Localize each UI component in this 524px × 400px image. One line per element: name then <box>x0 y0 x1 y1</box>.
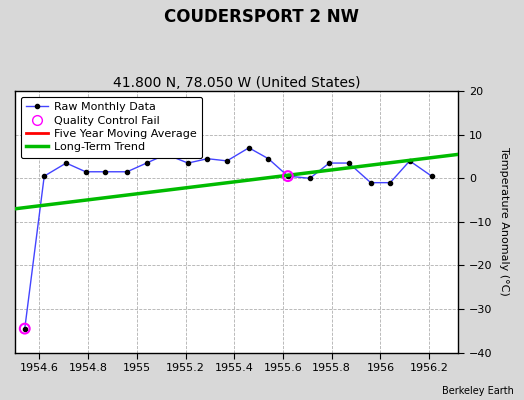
Raw Monthly Data <box>285 174 291 178</box>
Raw Monthly Data <box>102 169 108 174</box>
Raw Monthly Data <box>63 161 69 166</box>
Raw Monthly Data <box>326 161 332 166</box>
Legend: Raw Monthly Data, Quality Control Fail, Five Year Moving Average, Long-Term Tren: Raw Monthly Data, Quality Control Fail, … <box>20 97 202 158</box>
Raw Monthly Data <box>82 169 89 174</box>
Point <box>283 173 292 179</box>
Raw Monthly Data <box>224 158 230 163</box>
Raw Monthly Data <box>163 152 169 157</box>
Point <box>20 326 29 332</box>
Raw Monthly Data <box>185 161 191 166</box>
Raw Monthly Data <box>429 174 435 178</box>
Raw Monthly Data <box>124 169 130 174</box>
Raw Monthly Data <box>346 161 352 166</box>
Raw Monthly Data <box>204 156 211 161</box>
Text: Berkeley Earth: Berkeley Earth <box>442 386 514 396</box>
Raw Monthly Data <box>307 176 313 181</box>
Text: COUDERSPORT 2 NW: COUDERSPORT 2 NW <box>165 8 359 26</box>
Raw Monthly Data <box>387 180 394 185</box>
Line: Raw Monthly Data: Raw Monthly Data <box>25 148 432 329</box>
Y-axis label: Temperature Anomaly (°C): Temperature Anomaly (°C) <box>499 148 509 296</box>
Raw Monthly Data <box>21 326 28 331</box>
Raw Monthly Data <box>265 156 271 161</box>
Raw Monthly Data <box>41 174 47 178</box>
Raw Monthly Data <box>367 180 374 185</box>
Raw Monthly Data <box>246 146 252 150</box>
Raw Monthly Data <box>407 158 413 163</box>
Raw Monthly Data <box>144 161 150 166</box>
Title: 41.800 N, 78.050 W (United States): 41.800 N, 78.050 W (United States) <box>113 76 361 90</box>
